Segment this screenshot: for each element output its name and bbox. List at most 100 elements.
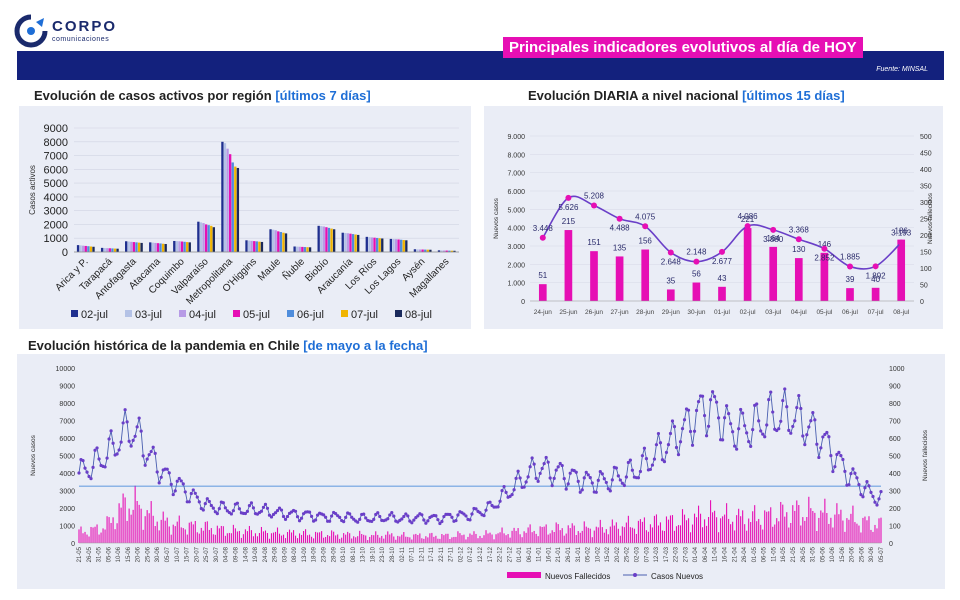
x-tick-label: 10-06	[116, 546, 122, 562]
deaths-label: 130	[792, 245, 806, 254]
cases-label: 5.208	[584, 192, 605, 201]
cases-point	[712, 395, 717, 399]
deaths-bar	[423, 538, 425, 543]
deaths-bar	[816, 530, 818, 543]
bar-05-jul	[301, 246, 304, 252]
bar-04-jul	[202, 223, 205, 252]
cases-point	[263, 502, 268, 507]
deaths-bar	[699, 513, 702, 543]
x-tick-label: 23-10	[380, 546, 386, 562]
deaths-bar	[489, 532, 491, 543]
cases-point	[678, 440, 683, 444]
cases-point	[771, 410, 775, 414]
cases-point	[757, 419, 761, 423]
deaths-bar	[629, 527, 631, 543]
deaths-bar	[621, 526, 623, 543]
deaths-bar	[716, 517, 718, 543]
bar-08-jul	[357, 234, 360, 252]
legend-label: Nuevos Fallecidos	[545, 572, 610, 581]
deaths-bar	[274, 531, 277, 543]
x-tick-label: 10-02	[595, 546, 601, 562]
deaths-bar	[535, 533, 537, 543]
cases-point	[117, 448, 121, 452]
y-tick-label: 7000	[44, 151, 68, 163]
x-tick-label: 12-11	[419, 546, 425, 562]
cases-point	[616, 474, 620, 478]
deaths-bar	[252, 536, 254, 543]
cases-point	[729, 422, 733, 426]
deaths-bar	[102, 528, 104, 543]
deaths-bar	[188, 522, 190, 543]
deaths-bar	[236, 531, 238, 543]
deaths-bar	[531, 532, 533, 543]
cases-point	[747, 439, 751, 444]
cases-point	[111, 441, 115, 445]
y2-tick-label: 100	[889, 524, 901, 531]
y-tick-label: 1000	[59, 524, 75, 531]
legend-label: 04-jul	[189, 309, 216, 321]
deaths-bar	[577, 531, 579, 543]
bar-06-jul	[424, 249, 427, 252]
deaths-bar	[639, 519, 641, 543]
deaths-bar	[317, 532, 319, 543]
cases-point	[502, 484, 506, 489]
deaths-bar	[579, 532, 581, 543]
deaths-bar	[453, 536, 455, 543]
cases-point	[322, 513, 326, 517]
deaths-bar	[499, 532, 501, 543]
deaths-bar	[451, 537, 453, 543]
bar-03-jul	[151, 242, 154, 252]
deaths-bar	[615, 522, 617, 543]
deaths-bar	[176, 521, 178, 543]
cases-point	[392, 514, 396, 518]
bar-04-jul	[346, 233, 350, 252]
cases-point	[510, 492, 514, 497]
cases-point	[564, 487, 568, 491]
deaths-bar	[673, 530, 676, 543]
cases-point	[273, 511, 278, 515]
cases-point	[456, 513, 460, 517]
cases-point	[516, 469, 520, 473]
deaths-bar	[427, 537, 429, 543]
cases-point	[693, 258, 700, 265]
cases-label: 1.892	[866, 271, 887, 280]
cases-point	[133, 434, 137, 438]
bar-06-jul	[375, 237, 379, 252]
deaths-bar	[86, 534, 88, 543]
deaths-bar	[437, 538, 439, 543]
deaths-bar	[641, 249, 650, 301]
y2-tick-label: 900	[889, 384, 901, 391]
deaths-bar	[718, 532, 720, 543]
deaths-bar	[82, 533, 84, 543]
bar-07-jul	[354, 234, 357, 252]
cases-point	[544, 455, 548, 460]
deaths-bar	[740, 516, 742, 543]
cases-point	[851, 467, 855, 471]
deaths-bar	[301, 534, 303, 543]
deaths-bar	[479, 535, 481, 543]
cases-point	[807, 425, 811, 429]
deaths-bar	[876, 528, 878, 543]
deaths-bar	[457, 531, 459, 543]
cases-point	[434, 514, 438, 518]
cases-point	[89, 477, 93, 481]
x-tick-label: 26-04	[742, 546, 748, 562]
deaths-bar	[234, 528, 236, 543]
deaths-bar	[146, 510, 148, 543]
legend-label: 03-jul	[135, 309, 162, 321]
legend-swatch	[125, 310, 132, 317]
bar-07-jul	[378, 238, 381, 252]
x-tick-label: 27-12	[507, 546, 513, 562]
deaths-label: 39	[846, 275, 855, 284]
deaths-bar	[134, 485, 136, 543]
deaths-bar	[256, 536, 258, 543]
x-tick-label: 10-06	[830, 546, 836, 562]
x-tick-label: 18-10	[370, 546, 376, 562]
deaths-bar	[519, 534, 521, 543]
cases-point	[187, 500, 191, 504]
x-tick-label: 06-05	[762, 546, 768, 562]
cases-label: 3.368	[789, 225, 810, 234]
cases-point	[97, 457, 101, 461]
cases-point	[666, 443, 671, 447]
deaths-bar	[224, 535, 226, 543]
